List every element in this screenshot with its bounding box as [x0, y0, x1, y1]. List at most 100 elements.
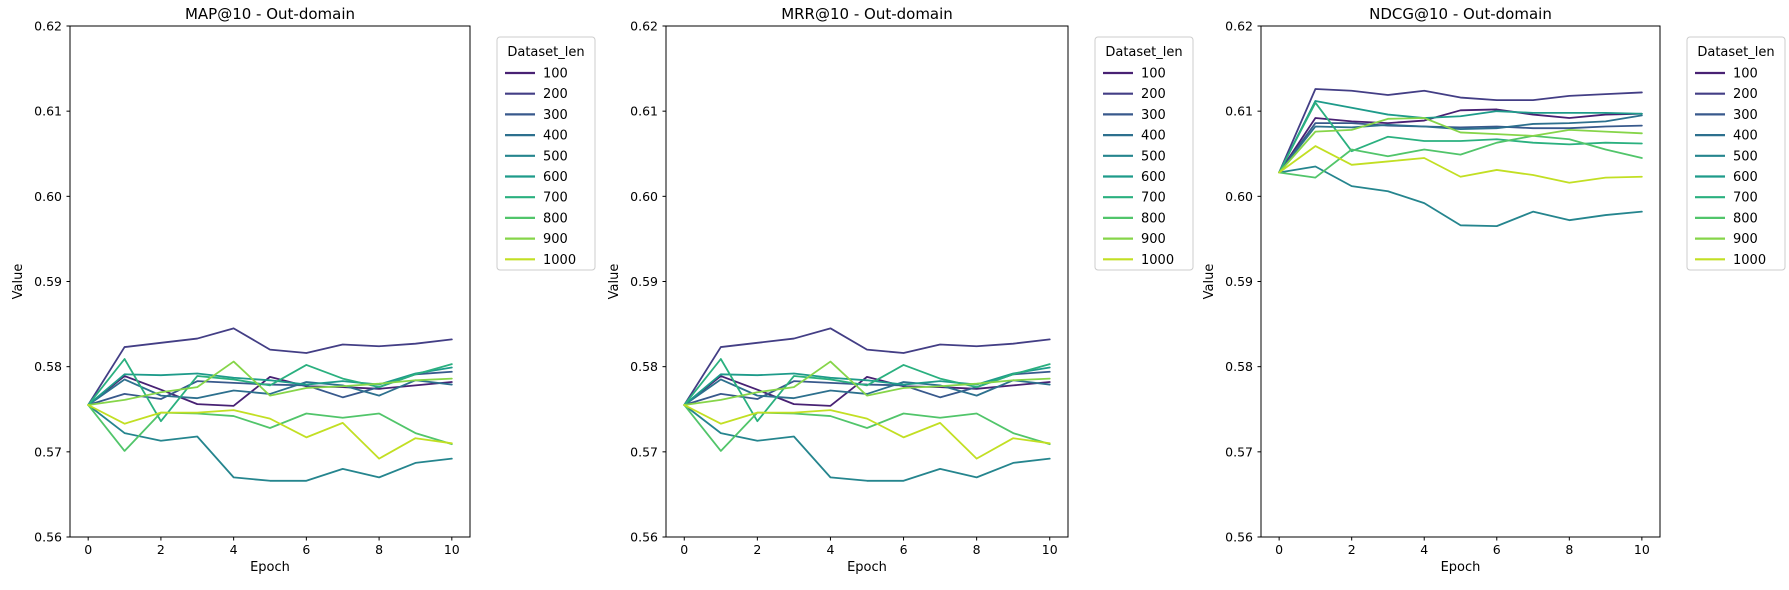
y-tick-label: 0.57	[630, 444, 658, 459]
legend-item-label: 200	[1141, 87, 1166, 102]
legend-item-1000: 1000	[505, 253, 576, 268]
legend-item-1000: 1000	[1103, 253, 1174, 268]
x-tick-label: 6	[1493, 542, 1501, 557]
legend-item-700: 700	[505, 191, 568, 206]
series-line-800	[87, 404, 453, 452]
legend-item-400: 400	[1695, 129, 1758, 144]
y-tick-label: 0.58	[34, 359, 62, 374]
series-line-200	[1278, 88, 1643, 174]
y-tick-label: 0.62	[34, 19, 62, 34]
y-tick-label: 0.56	[1225, 530, 1253, 545]
y-tick-label: 0.56	[630, 530, 658, 545]
x-tick-label: 10	[1634, 542, 1650, 557]
series-line-800	[683, 404, 1051, 452]
legend-item-label: 800	[1141, 211, 1166, 226]
chart-title: MAP@10 - Out-domain	[185, 5, 355, 23]
subplot-ndcg10: 0.56 0.57 0.58 0.59 0.60 0.61 0.62 0 2 4 6 8 10 NDCG@…	[1202, 5, 1786, 575]
legend-item-200: 200	[505, 87, 568, 102]
legend-item-800: 800	[505, 211, 568, 226]
legend-item-label: 600	[543, 170, 568, 185]
legend-item-100: 100	[505, 67, 568, 82]
series-line-400	[683, 378, 1051, 406]
legend-item-label: 200	[543, 87, 568, 102]
legend-item-label: 1000	[543, 253, 576, 268]
series-line-900	[1278, 117, 1643, 174]
x-tick-label: 2	[1348, 542, 1356, 557]
chart-title: NDCG@10 - Out-domain	[1369, 5, 1552, 23]
x-tick-label: 4	[1420, 542, 1428, 557]
y-tick-label: 0.59	[1225, 274, 1253, 289]
legend-box	[1686, 36, 1786, 271]
y-tick-label: 0.60	[34, 189, 62, 204]
legend-item-label: 900	[1141, 232, 1166, 247]
x-tick-label: 2	[157, 542, 165, 557]
legend-box	[496, 36, 596, 271]
y-tick-label: 0.57	[1225, 444, 1253, 459]
series-line-100	[87, 375, 453, 407]
legend-item-label: 600	[1733, 170, 1758, 185]
legend-item-800: 800	[1103, 211, 1166, 226]
legend-item-700: 700	[1103, 191, 1166, 206]
y-tick-label: 0.57	[34, 444, 62, 459]
series-line-900	[87, 360, 453, 406]
legend-item-label: 700	[1733, 191, 1758, 206]
x-tick-label: 0	[84, 542, 92, 557]
series-line-600	[1278, 100, 1643, 174]
legend-item-800: 800	[1695, 211, 1758, 226]
chart-title: MRR@10 - Out-domain	[781, 5, 953, 23]
legend-item-400: 400	[1103, 129, 1166, 144]
legend-box	[1094, 36, 1194, 271]
x-tick-label: 2	[753, 542, 761, 557]
y-tick-label: 0.58	[630, 359, 658, 374]
x-axis-label: Epoch	[847, 560, 887, 575]
y-tick-label: 0.59	[34, 274, 62, 289]
y-tick-label: 0.61	[34, 104, 62, 119]
legend-item-700: 700	[1695, 191, 1758, 206]
y-tick-label: 0.56	[34, 530, 62, 545]
y-tick-label: 0.62	[630, 19, 658, 34]
x-tick-label: 8	[375, 542, 383, 557]
subplot-map10: 0.56 0.57 0.58 0.59 0.60 0.61 0.62 0 2 4 6 8 10 MAP@1…	[11, 5, 596, 575]
legend-item-100: 100	[1695, 67, 1758, 82]
legend-item-label: 300	[1733, 108, 1758, 123]
legend-item-1000: 1000	[1695, 253, 1766, 268]
legend-item-500: 500	[1103, 149, 1166, 164]
y-tick-label: 0.58	[1225, 359, 1253, 374]
legend-item-label: 400	[1733, 129, 1758, 144]
x-tick-label: 0	[1275, 542, 1283, 557]
legend-item-label: 500	[1141, 149, 1166, 164]
legend-item-200: 200	[1695, 87, 1758, 102]
legend-item-label: 1000	[1733, 253, 1766, 268]
legend-item-600: 600	[1695, 170, 1758, 185]
legend-title: Dataset_len	[1697, 45, 1774, 60]
legend-item-label: 900	[1733, 232, 1758, 247]
legend-item-600: 600	[505, 170, 568, 185]
series-line-300	[1278, 122, 1643, 174]
legend-item-300: 300	[1103, 108, 1166, 123]
legend-item-label: 100	[543, 67, 568, 82]
subplot-mrr10: 0.56 0.57 0.58 0.59 0.60 0.61 0.62 0 2 4 6 8 10 MRR@1…	[607, 5, 1194, 575]
x-tick-label: 8	[973, 542, 981, 557]
legend-item-label: 700	[1141, 191, 1166, 206]
legend-item-900: 900	[1695, 232, 1758, 247]
series-line-200	[683, 327, 1051, 406]
legend: Dataset_len 100 200 300 400 500 600 700 800 900 10…	[1094, 36, 1194, 271]
legend-item-label: 400	[543, 129, 568, 144]
series-line-1000	[1278, 145, 1643, 184]
legend-item-400: 400	[505, 129, 568, 144]
y-tick-label: 0.62	[1225, 19, 1253, 34]
series-line-400	[87, 378, 453, 406]
series-line-500	[683, 404, 1051, 482]
y-tick-label: 0.59	[630, 274, 658, 289]
series-line-1000	[683, 404, 1051, 460]
x-tick-label: 6	[302, 542, 310, 557]
legend-item-500: 500	[1695, 149, 1758, 164]
legend-item-900: 900	[505, 232, 568, 247]
legend-item-label: 100	[1141, 67, 1166, 82]
series-line-500	[87, 404, 453, 482]
series-line-200	[87, 327, 453, 406]
series-line-700	[1278, 101, 1643, 174]
